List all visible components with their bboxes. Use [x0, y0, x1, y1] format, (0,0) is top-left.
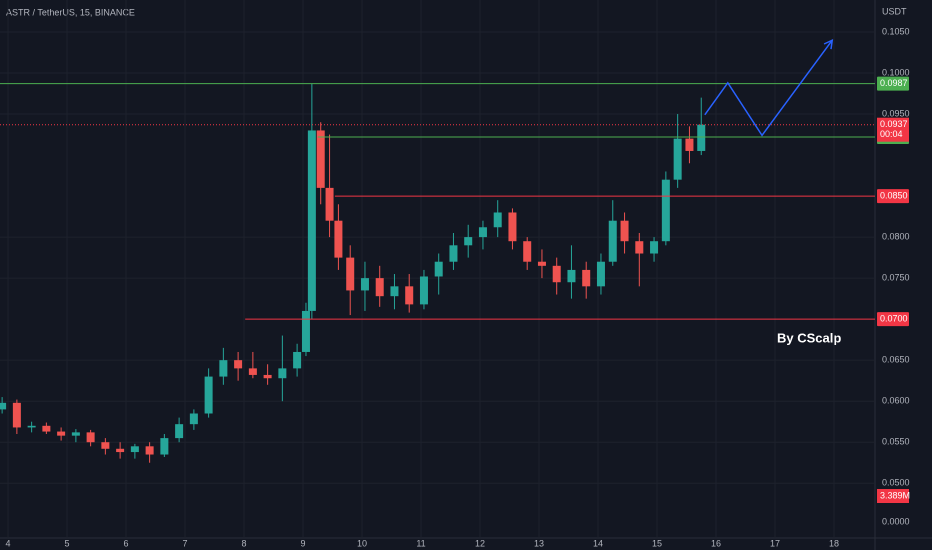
candle-body: [301, 310, 310, 352]
annotation: By CScalp: [777, 330, 841, 345]
candle-body: [685, 138, 694, 151]
x-tick-label: 7: [183, 538, 188, 548]
candle-body: [673, 138, 682, 180]
x-tick-label: 17: [770, 538, 780, 548]
chart-title: ASTR / TetherUS, 15, BINANCE: [6, 7, 135, 17]
y-tick-label: 0.0500: [882, 478, 910, 488]
candle-body: [42, 425, 51, 432]
volume-axis-label: 0.0000: [882, 516, 910, 526]
candle-body: [567, 269, 576, 283]
candle-body: [620, 220, 629, 242]
candle-body: [71, 432, 80, 436]
candle-body: [464, 237, 473, 246]
x-tick-label: 16: [711, 538, 721, 548]
candle-body: [375, 278, 384, 297]
candle-body: [434, 261, 443, 277]
x-tick-label: 15: [652, 538, 662, 548]
x-tick-label: 14: [593, 538, 603, 548]
level-badge: [877, 312, 909, 327]
countdown: 00:04: [880, 129, 903, 139]
candle-body: [116, 448, 125, 453]
arrow-path: [704, 39, 833, 137]
x-tick-label: 9: [301, 538, 306, 548]
candle-body: [449, 245, 458, 262]
x-tick-label: 6: [124, 538, 129, 548]
candle-body: [189, 413, 198, 425]
candle-body: [508, 212, 517, 242]
y-tick-label: 0.0950: [882, 108, 910, 118]
y-tick-label: 0.1000: [882, 67, 910, 77]
candle-body: [86, 432, 95, 443]
candle-body: [523, 241, 532, 262]
candle-body: [582, 269, 591, 287]
x-tick-label: 5: [65, 538, 70, 548]
candle-body: [278, 368, 287, 379]
candle-body: [334, 220, 343, 258]
candle-body: [419, 276, 428, 305]
y-tick-label: 0.1050: [882, 26, 910, 36]
candle-body: [175, 424, 184, 439]
candle-body: [160, 438, 169, 455]
candle-body: [493, 212, 502, 228]
x-tick-label: 10: [357, 538, 367, 548]
candle-body: [57, 431, 66, 436]
candle-body: [405, 286, 414, 305]
candle-body: [234, 360, 243, 369]
candle-body: [650, 241, 659, 254]
candle-body: [608, 220, 617, 262]
candle-body: [478, 227, 487, 238]
candle-body: [360, 278, 369, 291]
arrow-head: [823, 38, 834, 50]
level-badge: [877, 76, 909, 91]
candle-body: [537, 261, 546, 266]
candle-body: [307, 130, 316, 311]
level-label: 0.0850: [880, 190, 908, 200]
candle-body: [635, 241, 644, 254]
candle-body: [263, 374, 272, 379]
volume-badge: [877, 489, 909, 503]
volume-label: 3.389M: [880, 490, 910, 500]
candle-body: [325, 187, 334, 221]
last-price-label: 0.0937: [880, 119, 908, 129]
x-tick-label: 18: [829, 538, 839, 548]
y-tick-label: 0.0800: [882, 231, 910, 241]
x-tick-label: 4: [6, 538, 11, 548]
candle-body: [12, 402, 21, 428]
candle-body: [145, 446, 154, 455]
candle-body: [390, 286, 399, 297]
candle-body: [219, 360, 228, 377]
y-tick-label: 0.0550: [882, 437, 910, 447]
candle-body: [27, 425, 36, 428]
candle-body: [0, 402, 7, 410]
candle-body: [316, 130, 325, 188]
x-tick-label: 8: [242, 538, 247, 548]
level-badge: [877, 189, 909, 204]
candle-body: [552, 265, 561, 283]
candle-body: [248, 368, 257, 375]
candle-body: [346, 257, 355, 291]
last-price-badge: [877, 117, 909, 142]
x-tick-label: 12: [475, 538, 485, 548]
y-tick-label: 0.0600: [882, 396, 910, 406]
candle-body: [101, 442, 110, 449]
x-tick-label: 13: [534, 538, 544, 548]
candle-body: [697, 124, 706, 151]
x-tick-label: 11: [416, 538, 425, 548]
candle-body: [204, 376, 213, 414]
y-tick-label: 0.0750: [882, 273, 910, 283]
y-axis-unit: USDT: [882, 6, 907, 16]
level-label: 0.0700: [880, 314, 908, 324]
candle-body: [130, 446, 139, 453]
y-tick-label: 0.0650: [882, 355, 910, 365]
candle-body: [293, 351, 302, 369]
level-label: 0.0987: [880, 78, 908, 88]
candle-body: [596, 261, 605, 287]
candle-body: [661, 179, 670, 242]
